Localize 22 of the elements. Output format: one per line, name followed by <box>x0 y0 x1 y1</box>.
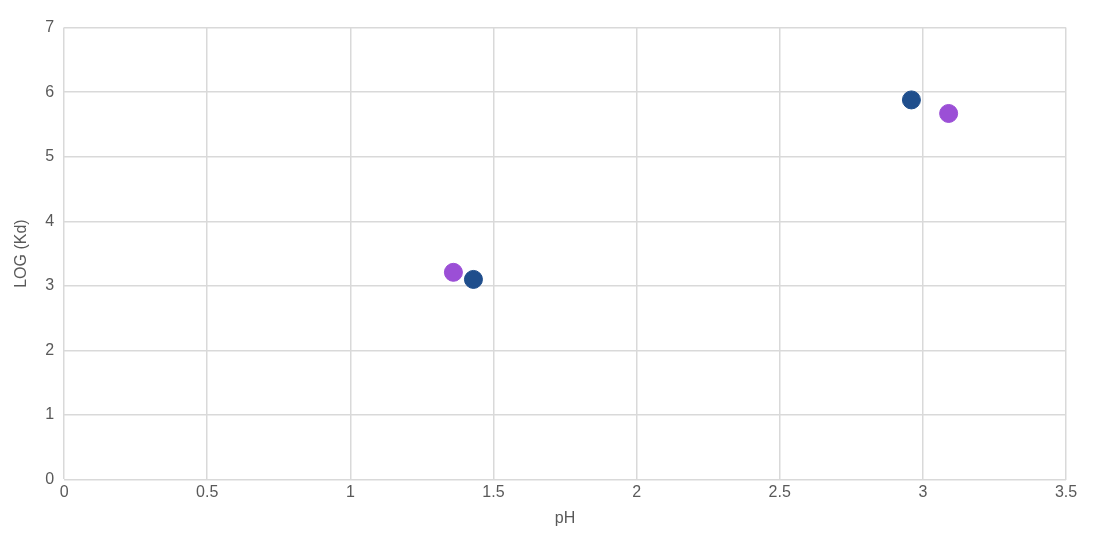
y-tick-label: 0 <box>45 470 55 488</box>
x-tick-label: 2.5 <box>768 482 791 500</box>
y-tick-label: 6 <box>45 82 55 100</box>
point <box>463 269 483 289</box>
x-tick-label: 1 <box>345 482 355 500</box>
x-tick-label: 3 <box>918 482 928 500</box>
x-tick-label: 0 <box>59 482 69 500</box>
y-tick-label: 3 <box>45 276 55 294</box>
x-axis-title: pH <box>554 508 576 526</box>
point <box>939 103 959 123</box>
y-tick-label: 4 <box>45 211 55 229</box>
y-axis-title: LOG (Kd) <box>12 219 30 288</box>
y-tick-label: 2 <box>45 340 55 358</box>
y-tick-label: 7 <box>45 18 55 36</box>
y-tick-label: 1 <box>45 405 55 423</box>
x-tick-label: 2 <box>632 482 642 500</box>
x-tick-label: 1.5 <box>482 482 505 500</box>
x-tick-label: 0.5 <box>196 482 219 500</box>
point <box>901 90 921 110</box>
x-tick-label: 3.5 <box>1054 482 1078 500</box>
point <box>443 262 463 282</box>
y-tick-label: 5 <box>45 147 55 165</box>
